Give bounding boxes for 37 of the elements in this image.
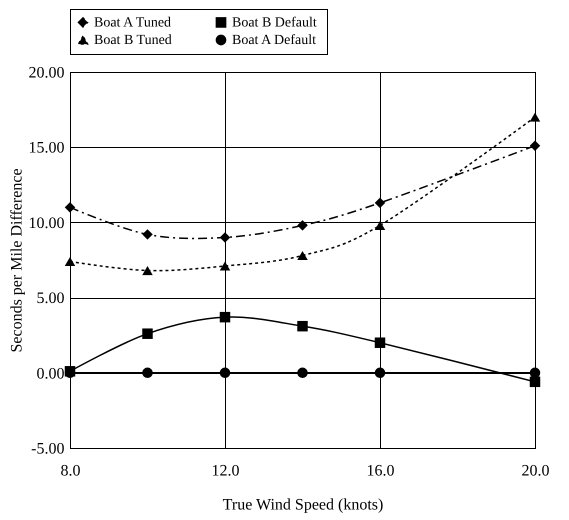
x-tick-label: 20.0 xyxy=(522,462,550,480)
point xyxy=(220,312,230,322)
legend-label: Boat B Default xyxy=(232,15,317,30)
point xyxy=(530,376,540,388)
point xyxy=(374,198,386,208)
point xyxy=(530,112,540,122)
point xyxy=(64,256,76,266)
point xyxy=(374,368,386,378)
point xyxy=(142,328,153,339)
x-tick-label: 16.0 xyxy=(366,462,394,480)
x-tick-label: 12.0 xyxy=(212,462,240,480)
legend-label: Boat B Tuned xyxy=(94,33,172,48)
point xyxy=(374,337,386,348)
point xyxy=(374,220,386,230)
point xyxy=(297,320,308,332)
legend-label: Boat A Default xyxy=(232,33,316,48)
x-tick-label: 8.0 xyxy=(60,462,80,480)
y-tick-label: -5.00 xyxy=(31,440,64,458)
y-tick-label: 10.00 xyxy=(28,214,64,232)
x-axis-title: True Wind Speed (knots) xyxy=(222,496,384,514)
y-axis-title: Seconds per Mile Difference xyxy=(8,168,26,353)
point xyxy=(297,220,308,231)
point xyxy=(142,368,153,378)
point xyxy=(220,368,230,378)
legend-label: Boat A Tuned xyxy=(94,15,172,30)
y-tick-label: 0.00 xyxy=(36,365,64,382)
point xyxy=(530,140,540,151)
point xyxy=(297,368,308,378)
y-tick-label: 15.00 xyxy=(28,140,64,157)
y-tick-label: 20.00 xyxy=(28,64,64,82)
point xyxy=(297,250,308,260)
y-tick-label: 5.00 xyxy=(36,290,64,308)
point xyxy=(220,232,230,243)
point xyxy=(64,202,76,213)
point xyxy=(220,261,230,271)
point xyxy=(142,229,153,240)
point xyxy=(142,266,153,276)
